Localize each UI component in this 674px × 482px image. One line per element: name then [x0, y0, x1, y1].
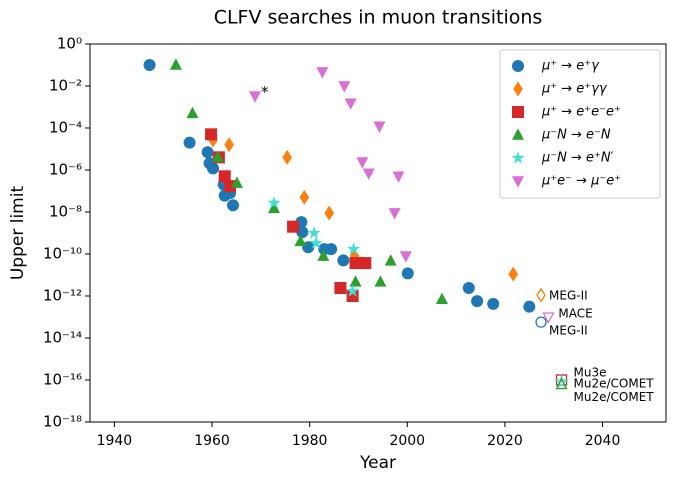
data-point	[227, 199, 240, 212]
x-axis-label: Year	[359, 453, 396, 473]
data-point	[296, 226, 309, 239]
data-point	[356, 157, 369, 169]
projection-marker	[536, 287, 546, 303]
data-point	[230, 176, 243, 188]
x-tick-label: 1980	[292, 433, 328, 449]
legend-box	[499, 49, 661, 199]
x-tick-label: 2020	[487, 433, 523, 449]
x-tick-label: 1960	[194, 433, 230, 449]
data-point	[183, 136, 196, 149]
data-point	[388, 208, 401, 220]
data-point	[299, 189, 310, 205]
data-point	[324, 205, 334, 221]
data-point	[316, 67, 329, 79]
data-point	[471, 295, 484, 308]
x-tick-label: 2040	[585, 433, 621, 449]
legend-label: μ⁺e⁻ → μ⁻e⁺	[541, 174, 621, 189]
legend-marker	[511, 151, 525, 164]
projection-marker	[555, 377, 568, 390]
data-point	[362, 168, 375, 180]
data-point	[186, 106, 199, 119]
legend-label: μ⁺ → e⁺γ	[541, 59, 600, 74]
data-point	[384, 254, 397, 266]
data-point	[334, 282, 347, 295]
legend-marker	[512, 106, 524, 118]
data-point	[218, 170, 231, 183]
data-point	[392, 171, 405, 183]
data-point	[267, 196, 281, 209]
legend-marker	[513, 81, 523, 97]
y-tick-label: 10⁻⁸	[49, 203, 82, 221]
legend-label: μ⁻N → e⁺N′	[541, 151, 614, 166]
data-point	[401, 267, 414, 280]
data-point	[211, 150, 224, 163]
chart-title: CLFV searches in muon transitions	[214, 7, 543, 29]
annotation: *	[261, 83, 269, 101]
y-tick-label: 10⁻¹⁰	[43, 245, 82, 263]
legend-marker	[512, 176, 524, 188]
data-point	[317, 249, 330, 261]
legend-marker	[512, 128, 524, 140]
data-point	[282, 149, 293, 165]
data-point	[462, 282, 475, 295]
y-tick-label: 10⁻⁶	[49, 161, 82, 179]
data-point	[294, 234, 307, 247]
projection-label: Mu2e/COMET	[574, 390, 655, 404]
y-tick-label: 10⁻⁴	[49, 119, 82, 137]
data-point	[349, 257, 362, 270]
data-point	[205, 128, 218, 141]
data-point	[224, 180, 237, 193]
data-point	[224, 137, 234, 153]
data-point	[435, 292, 448, 305]
data-point	[508, 266, 519, 282]
data-point	[346, 290, 359, 302]
data-point	[399, 251, 412, 263]
x-tick-label: 1940	[97, 433, 133, 449]
data-point	[337, 254, 350, 267]
y-tick-label: 10⁻¹²	[43, 287, 82, 305]
projection-marker	[542, 312, 555, 324]
data-point	[143, 59, 156, 71]
data-point	[325, 243, 338, 256]
plot-frame	[89, 43, 667, 423]
y-axis-label: Upper limit	[8, 186, 28, 281]
legend-marker	[512, 60, 524, 72]
projection-label: Mu3e	[574, 366, 607, 380]
data-point	[374, 275, 387, 287]
legend-label: μ⁻N → e⁻N	[541, 128, 611, 143]
y-tick-label: 10⁻¹⁴	[43, 329, 82, 347]
y-tick-label: 10⁰	[57, 35, 82, 53]
data-point	[346, 284, 360, 297]
projection-label: MEG-II	[549, 324, 588, 338]
data-point	[523, 300, 536, 313]
y-tick-label: 10⁻²	[49, 77, 82, 95]
data-point	[307, 226, 321, 239]
data-point	[169, 58, 182, 70]
projection-marker	[554, 374, 569, 389]
data-point	[287, 220, 300, 233]
legend-label: μ⁺ → e⁺e⁻e⁺	[541, 105, 621, 120]
data-point	[201, 146, 214, 159]
projection-label: Mu2e/COMET	[574, 377, 655, 391]
data-point	[373, 121, 386, 133]
y-tick-label: 10⁻¹⁸	[43, 413, 82, 431]
data-point	[248, 91, 261, 103]
data-point	[487, 297, 500, 310]
data-point	[309, 236, 323, 249]
y-tick-label: 10⁻¹⁶	[43, 371, 82, 389]
projection-label: MACE	[558, 307, 592, 321]
projection-marker	[535, 316, 547, 328]
data-point	[347, 242, 361, 255]
x-tick-label: 2000	[389, 433, 425, 449]
data-point	[359, 257, 372, 270]
data-point	[268, 201, 281, 214]
legend-label: μ⁺ → e⁺γγ	[541, 82, 608, 97]
data-point	[349, 275, 362, 287]
data-point	[207, 162, 220, 175]
projection-label: MEG-II	[549, 289, 588, 303]
data-point	[338, 81, 351, 93]
data-point	[344, 98, 357, 110]
